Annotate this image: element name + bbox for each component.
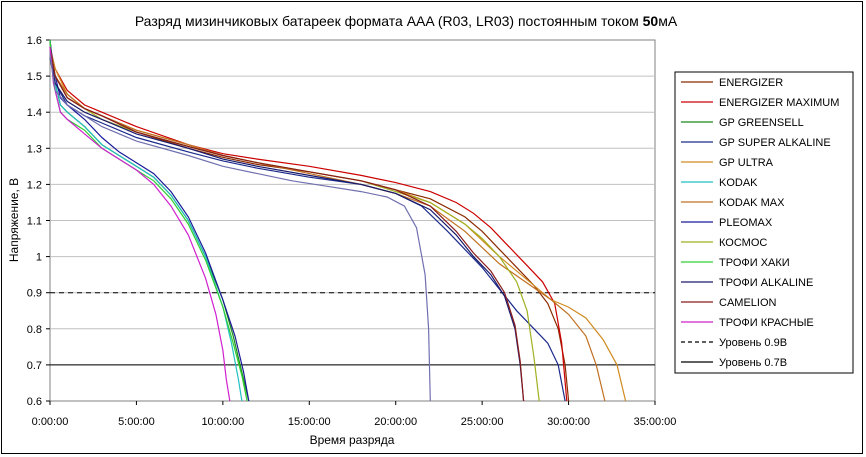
title-bold: 50: [643, 13, 659, 29]
y-tick-label: 0.8: [27, 324, 42, 336]
grid-lines: [50, 75, 655, 366]
legend-label: Уровень 0.9В: [719, 337, 787, 349]
series-line: [49, 47, 525, 402]
x-tick-label: 15:00:00: [288, 416, 331, 428]
y-tick-label: 1.4: [27, 107, 42, 119]
y-tick-label: 1.2: [27, 179, 42, 191]
legend-label: ENERGIZER: [719, 77, 783, 89]
x-tick-label: 25:00:00: [461, 416, 504, 428]
y-tick-label: 0.6: [27, 396, 42, 408]
x-axis-label: Время разряда: [310, 433, 395, 447]
series-line: [49, 47, 231, 402]
legend-label: ТРОФИ ALKALINE: [719, 277, 813, 289]
legend-label: Уровень 0.7В: [719, 357, 787, 369]
y-tick-label: 1.5: [27, 71, 42, 83]
x-tick-label: 20:00:00: [374, 416, 417, 428]
legend-label: KODAK MAX: [719, 197, 785, 209]
legend-label: GP GREENSELL: [719, 117, 804, 129]
x-tick-label: 0:00:00: [32, 416, 69, 428]
y-axis-label: Напряжение, В: [7, 178, 21, 262]
y-tick-label: 1.6: [27, 35, 42, 47]
legend-label: GP SUPER ALKALINE: [719, 137, 831, 149]
series-line: [49, 54, 431, 402]
legend-label: KODAK: [719, 177, 758, 189]
legend: ENERGIZER ENERGIZER MAXIMUM GP GREENSELL GP…: [681, 77, 839, 369]
series-line: [49, 54, 525, 402]
y-tick-label: 0.9: [27, 288, 42, 300]
title-main: Разряд мизинчиковых батареек формата AAA…: [135, 13, 643, 29]
x-tick-label: 5:00:00: [118, 416, 155, 428]
series-line: [49, 47, 568, 402]
x-tick-label: 10:00:00: [201, 416, 244, 428]
title-unit: мА: [658, 13, 678, 29]
series-line: [49, 39, 243, 402]
legend-label: PLEOMAX: [719, 217, 773, 229]
legend-label: CAMELION: [719, 297, 777, 309]
chart-title: Разряд мизинчиковых батареек формата AAA…: [135, 13, 678, 29]
x-tick-label: 30:00:00: [547, 416, 590, 428]
y-axis-ticks: 0.6 0.7 0.8 0.9 1 1.1 1.2 1.3 1.4 1.5 1.6: [27, 35, 50, 408]
y-tick-label: 1.1: [27, 216, 42, 228]
legend-label: ENERGIZER MAXIMUM: [719, 97, 839, 109]
legend-label: ТРОФИ ХАКИ: [719, 257, 790, 269]
y-tick-label: 1: [36, 252, 42, 264]
legend-label: ТРОФИ КРАСНЫЕ: [719, 317, 814, 329]
y-tick-label: 1.3: [27, 143, 42, 155]
legend-label: КОСМОС: [719, 237, 767, 249]
legend-label: GP ULTRA: [719, 157, 774, 169]
reference-lines: [50, 292, 655, 366]
x-tick-label: 35:00:00: [634, 416, 677, 428]
data-series: [49, 39, 627, 402]
y-tick-label: 0.7: [27, 360, 42, 372]
x-axis-ticks: 0:00:00 5:00:00 10:00:00 15:00:00 20:00:00 25…: [32, 401, 677, 428]
